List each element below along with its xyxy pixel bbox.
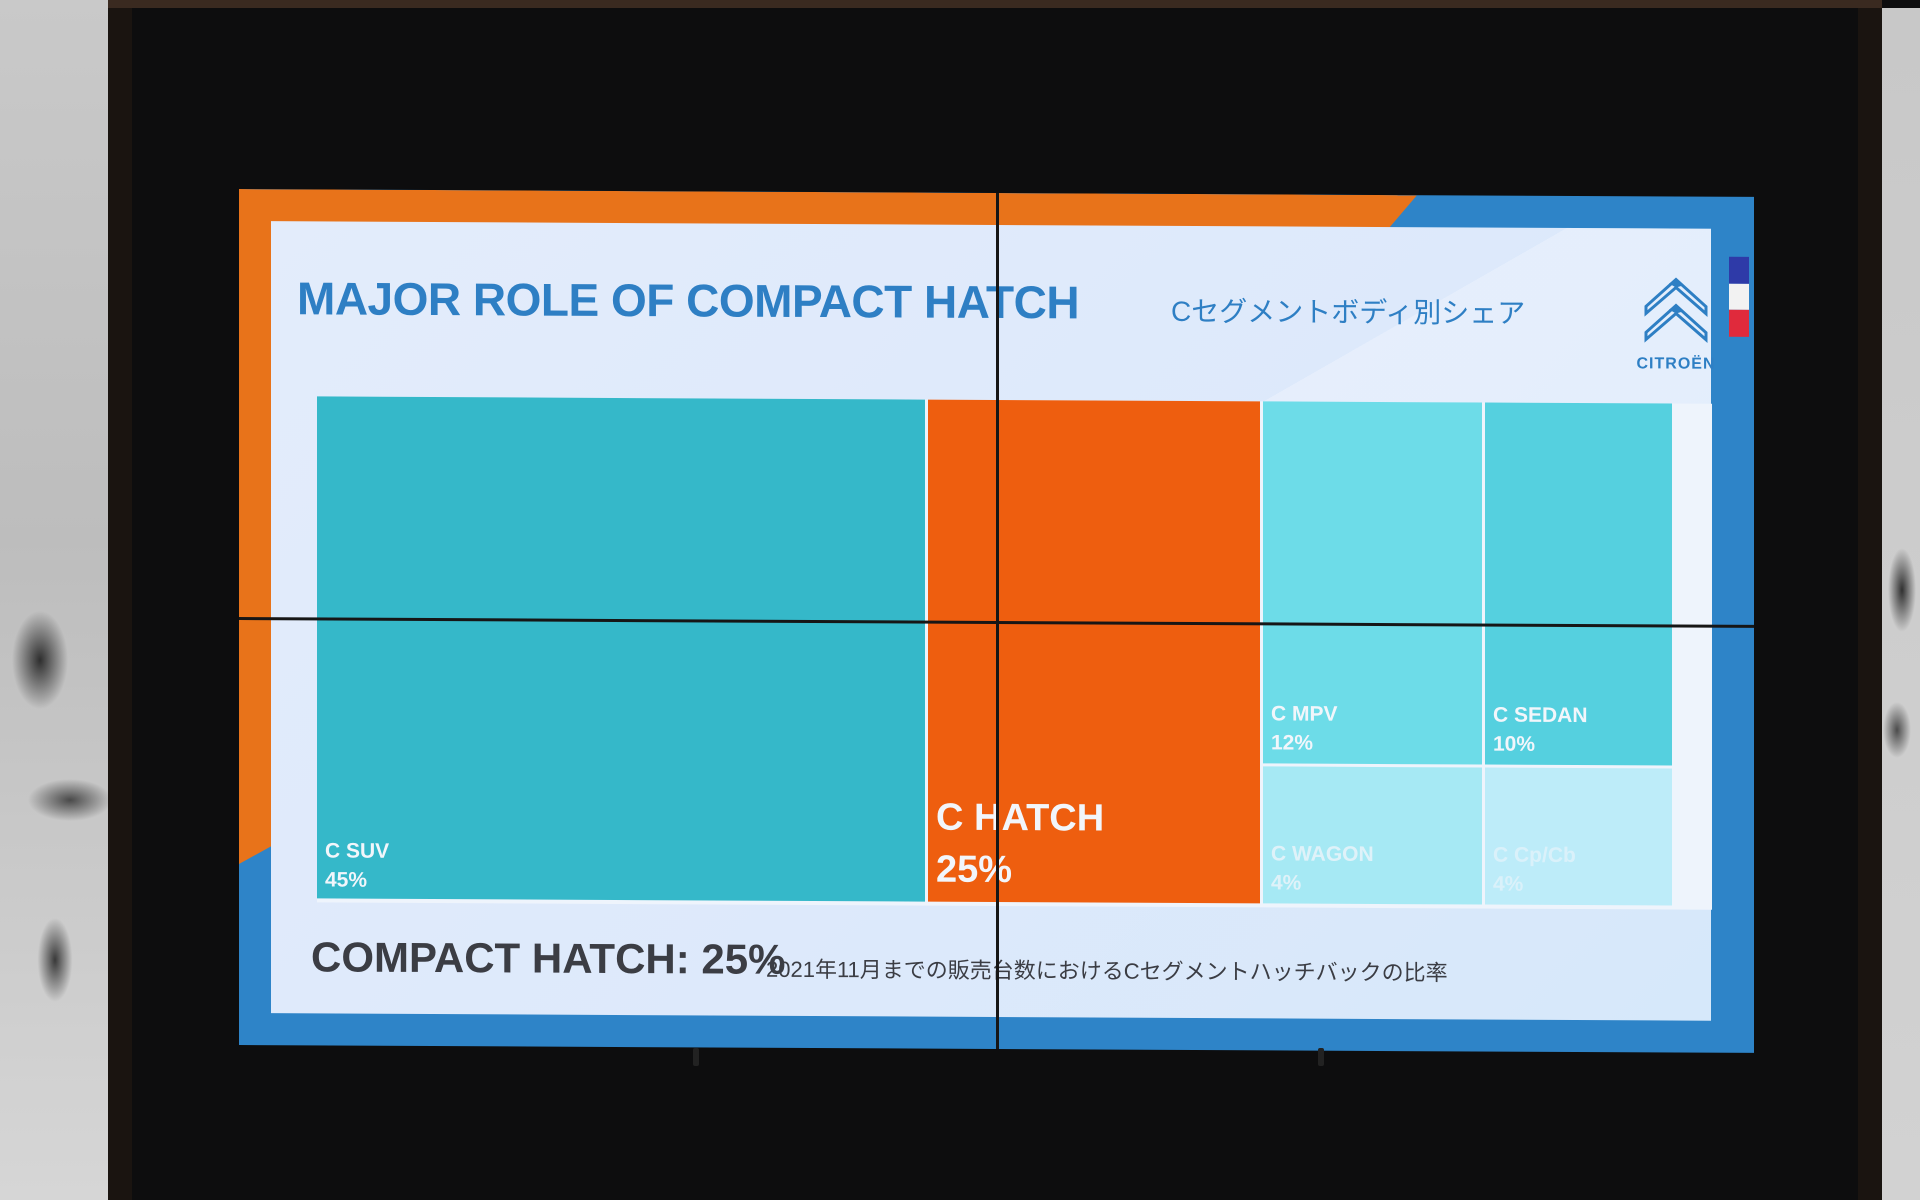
footer-headline: COMPACT HATCH: 25%	[311, 933, 786, 983]
cell-name: C Cp/Cb	[1493, 843, 1576, 868]
stage-frame-right	[1858, 8, 1882, 1200]
ink-art-left	[0, 540, 110, 1040]
cell-value: 4%	[1493, 872, 1524, 896]
slide-panel: MAJOR ROLE OF COMPACT HATCH Cセグメントボディ別シェ…	[271, 221, 1716, 1021]
video-wall-screen: MAJOR ROLE OF COMPACT HATCH Cセグメントボディ別シェ…	[239, 189, 1754, 1053]
treemap-cell-hatch: C HATCH 25%	[928, 399, 1260, 904]
cell-label: C Cp/Cb 4%	[1493, 842, 1576, 899]
cell-name: C SUV	[325, 839, 390, 864]
slide-subtitle-jp: Cセグメントボディ別シェア	[1171, 295, 1526, 329]
treemap-cell-mpv: C MPV 12%	[1263, 401, 1482, 765]
treemap-cell-wagon: C WAGON 4%	[1263, 766, 1482, 905]
cell-value: 25%	[936, 848, 1013, 891]
treemap-cell-coupe-cabrio: C Cp/Cb 4%	[1485, 767, 1672, 906]
stage-frame-left	[108, 8, 132, 1200]
ink-art-right	[1882, 440, 1920, 840]
slide-title: MAJOR ROLE OF COMPACT HATCH	[297, 272, 1080, 329]
cell-name: C SEDAN	[1493, 703, 1588, 728]
brand-wordmark: CITROËN	[1636, 355, 1716, 373]
citroen-logo: CITROËN	[1611, 273, 1741, 374]
cell-value: 45%	[325, 868, 368, 892]
screen-mount-bracket	[693, 1048, 699, 1066]
cell-value: 12%	[1271, 731, 1314, 755]
cell-label: C SEDAN 10%	[1493, 702, 1588, 759]
double-chevron-icon	[1644, 277, 1708, 343]
cell-value: 4%	[1271, 871, 1302, 895]
treemap-cell-sedan: C SEDAN 10%	[1485, 402, 1672, 766]
ceiling-trim	[108, 0, 1882, 8]
cell-name: C HATCH	[936, 797, 1105, 840]
cell-label: C HATCH 25%	[936, 793, 1104, 896]
treemap-chart: C SUV 45% C HATCH 25% C MPV 12% C SEDAN	[317, 396, 1712, 910]
treemap-cell-suv: C SUV 45%	[317, 396, 925, 902]
cell-name: C MPV	[1271, 702, 1338, 727]
cell-label: C WAGON 4%	[1271, 841, 1374, 898]
screen-mount-bracket	[1318, 1048, 1324, 1066]
cell-value: 10%	[1493, 732, 1536, 756]
french-flag-icon	[1729, 256, 1749, 337]
cell-name: C WAGON	[1271, 842, 1374, 867]
cell-label: C MPV 12%	[1271, 701, 1338, 758]
cell-label: C SUV 45%	[325, 838, 389, 895]
footer-note-jp: 2021年11月までの販売台数におけるCセグメントハッチバックの比率	[766, 956, 1448, 986]
